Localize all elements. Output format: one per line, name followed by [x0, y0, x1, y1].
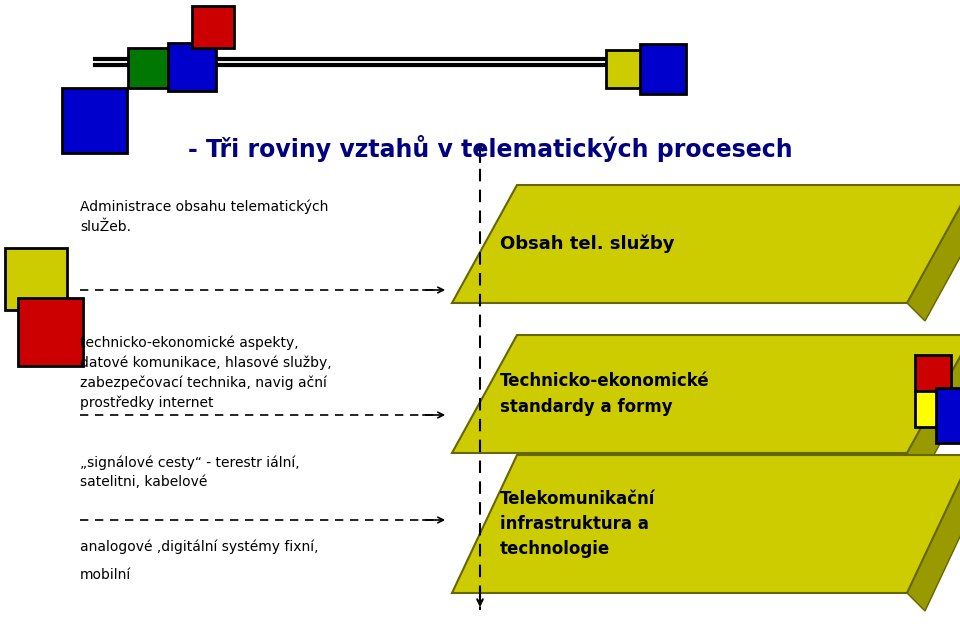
Bar	[18, 298, 83, 366]
Text: Administrace obsahu telematických
sluŽeb.: Administrace obsahu telematických sluŽeb…	[80, 200, 328, 234]
Polygon shape	[907, 185, 960, 321]
Bar	[128, 48, 168, 88]
Polygon shape	[452, 185, 960, 303]
Polygon shape	[907, 455, 960, 611]
Polygon shape	[452, 335, 960, 453]
Text: technicko-ekonomické aspekty,
datové komunikace, hlasové služby,
zabezpečovací t: technicko-ekonomické aspekty, datové kom…	[80, 335, 331, 410]
Text: analogové ,digitální systémy fixní,: analogové ,digitální systémy fixní,	[80, 540, 319, 555]
Text: - Tři roviny vztahů v telematických procesech: - Tři roviny vztahů v telematických proc…	[188, 134, 792, 161]
Text: „signálové cesty“ - terestr iální,
satelitni, kabelové: „signálové cesty“ - terestr iální, satel…	[80, 455, 300, 489]
Bar	[62, 88, 127, 153]
Polygon shape	[452, 455, 960, 593]
Bar	[915, 355, 951, 391]
Bar	[192, 6, 234, 48]
Text: mobilní: mobilní	[80, 568, 132, 582]
Bar	[915, 391, 951, 427]
Text: Technicko-ekonomické
standardy a formy: Technicko-ekonomické standardy a formy	[500, 372, 709, 415]
Polygon shape	[907, 335, 960, 471]
Text: Telekomunikační
infrastruktura a
technologie: Telekomunikační infrastruktura a technol…	[500, 490, 656, 558]
Bar	[936, 388, 960, 443]
Bar	[606, 50, 644, 88]
Text: Obsah tel. služby: Obsah tel. služby	[500, 235, 675, 253]
Bar	[640, 44, 686, 94]
Bar	[168, 43, 216, 91]
Bar	[5, 248, 67, 310]
